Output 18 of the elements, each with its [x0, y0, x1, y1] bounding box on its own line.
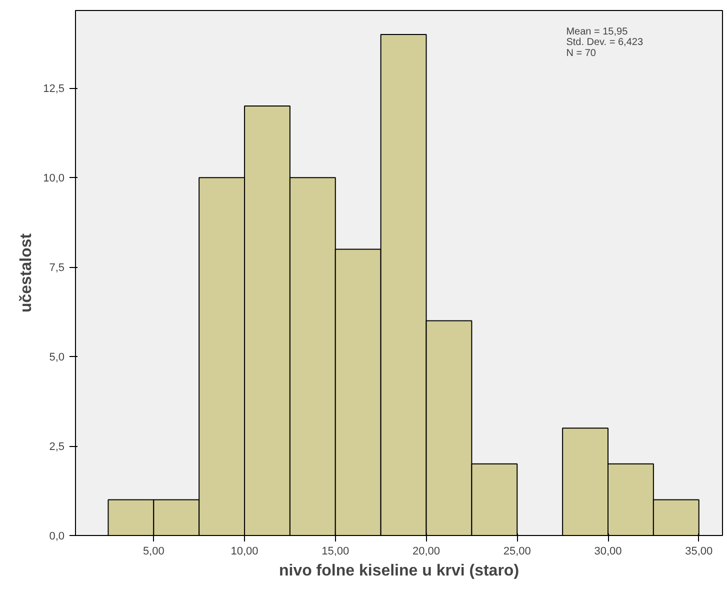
- x-tick-label: 30,00: [594, 546, 622, 558]
- annotation: Std. Dev. = 6,423: [566, 37, 644, 48]
- y-axis-title: učestalost: [18, 232, 36, 313]
- x-axis-title: nivo folne kiseline u krvi (staro): [278, 562, 520, 580]
- y-tick-label: 7,5: [49, 262, 65, 274]
- y-tick-label: 0,0: [49, 530, 65, 542]
- y-tick-label: 2,5: [49, 441, 65, 454]
- y-tick-label: 10,0: [43, 172, 65, 185]
- annotation: Mean = 15,95: [566, 26, 628, 38]
- annotation: N = 70: [566, 48, 596, 59]
- x-tick-label: 5,00: [142, 546, 164, 558]
- x-tick-label: 15,00: [322, 546, 350, 558]
- x-tick-label: 20,00: [412, 546, 440, 558]
- y-tick-label: 12,5: [43, 83, 65, 96]
- x-tick-label: 25,00: [503, 546, 531, 558]
- y-tick-label: 5,0: [49, 352, 65, 364]
- x-tick-label: 35,00: [685, 546, 713, 558]
- x-tick-label: 10,00: [230, 546, 258, 558]
